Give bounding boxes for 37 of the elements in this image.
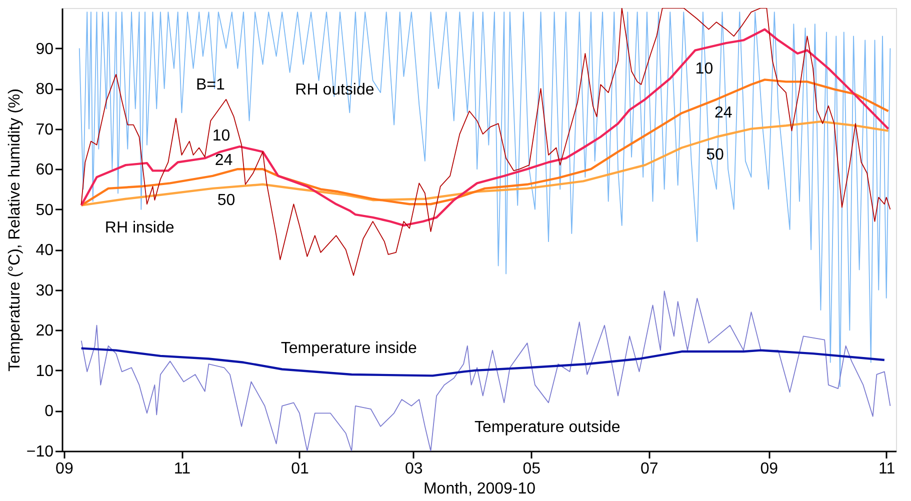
annotation: Temperature inside bbox=[280, 340, 418, 358]
x-axis-title: Month, 2009-10 bbox=[423, 480, 536, 498]
annotation: 24 bbox=[214, 152, 233, 169]
y-tick-label: 40 bbox=[36, 242, 54, 260]
y-tick-label: −10 bbox=[26, 444, 54, 460]
x-tick-label: 01 bbox=[291, 460, 309, 478]
y-tick-label: 80 bbox=[36, 81, 54, 98]
annotation: 24 bbox=[714, 104, 732, 122]
annotation: Temperature outside bbox=[474, 419, 620, 436]
x-tick-label: 11 bbox=[174, 460, 191, 478]
y-tick-label: 50 bbox=[36, 202, 54, 219]
x-tick-label: 03 bbox=[404, 460, 423, 478]
annotation: B=1 bbox=[196, 76, 226, 94]
line-series bbox=[80, 120, 890, 206]
y-tick-label: 0 bbox=[44, 403, 54, 420]
y-tick-label: 70 bbox=[36, 121, 54, 138]
x-tick-label: 09 bbox=[760, 460, 778, 478]
x-tick-label: 09 bbox=[56, 460, 74, 478]
y-axis-title: Temperature (°C), Relative humidity (%) bbox=[6, 88, 24, 372]
y-tick-label: 20 bbox=[36, 322, 54, 340]
x-tick-label: 05 bbox=[522, 460, 541, 478]
line-series bbox=[80, 78, 890, 206]
annotation: 10 bbox=[212, 128, 230, 145]
y-tick-label: 90 bbox=[36, 40, 54, 58]
line-series bbox=[80, 290, 891, 451]
x-tick-label: 07 bbox=[640, 460, 658, 478]
annotation: RH outside bbox=[295, 82, 374, 99]
line-series bbox=[78, 12, 891, 388]
annotation: 50 bbox=[217, 192, 236, 209]
y-tick-label: 10 bbox=[36, 362, 54, 380]
annotation: 10 bbox=[695, 60, 714, 78]
line-series bbox=[80, 8, 891, 276]
y-tick-label: 60 bbox=[36, 162, 54, 179]
y-tick-label: 30 bbox=[36, 282, 54, 300]
annotation: 50 bbox=[706, 146, 724, 164]
annotation: RH inside bbox=[104, 220, 174, 237]
x-tick-label: 11 bbox=[878, 460, 896, 478]
